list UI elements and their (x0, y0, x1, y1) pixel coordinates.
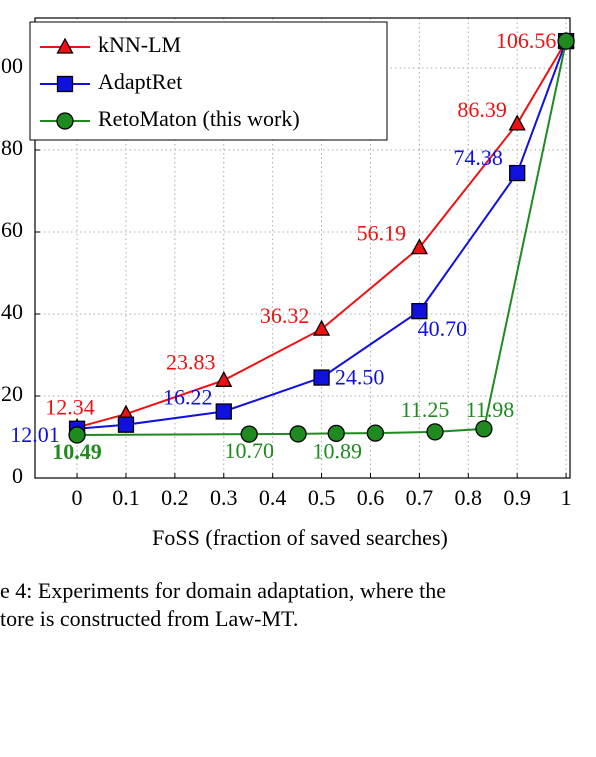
data-label: 10.70 (224, 438, 274, 463)
caption-line: tore is constructed from Law-MT. (0, 606, 299, 631)
y-tick-label: 80 (1, 135, 23, 160)
legend-marker (56, 37, 74, 54)
data-label: 56.19 (357, 221, 407, 246)
marker (68, 426, 86, 444)
x-axis-label: FoSS (fraction of saved searches) (152, 525, 448, 550)
data-label: 24.50 (335, 365, 385, 390)
marker (557, 32, 575, 50)
y-tick-label: 0 (12, 463, 23, 488)
data-label: 12.34 (45, 394, 95, 419)
marker (366, 424, 385, 442)
marker (117, 416, 135, 433)
x-tick-label: 0.5 (308, 485, 336, 510)
y-tick-label: 100 (0, 53, 23, 78)
data-label: 12.01 (10, 422, 60, 447)
legend-label: kNN-LM (98, 32, 181, 57)
x-tick-label: 0 (72, 485, 83, 510)
x-tick-label: 0.3 (210, 485, 238, 510)
x-tick-label: 0.6 (357, 485, 385, 510)
chart: FoSS (fraction of saved searches) 0 0.1 0.… (0, 17, 575, 550)
data-label: 74.38 (453, 145, 503, 170)
x-tick-label: 0.2 (161, 485, 189, 510)
marker (475, 420, 493, 438)
x-tick-label: 0.7 (406, 485, 434, 510)
legend-marker (56, 112, 74, 130)
legend: kNN-LM AdaptRet RetoMaton (this work) (29, 21, 388, 141)
data-label: 86.39 (457, 97, 507, 122)
data-label: 11.98 (466, 397, 515, 422)
data-label: 16.22 (163, 385, 213, 410)
data-label: 11.25 (401, 397, 450, 422)
y-tick-label: 60 (1, 217, 23, 242)
data-label: 36.32 (260, 303, 310, 328)
marker (410, 238, 428, 255)
marker (509, 164, 526, 182)
x-tick-label: 0.9 (503, 485, 531, 510)
marker (312, 319, 331, 336)
data-label: 23.83 (166, 349, 216, 374)
x-tick-label: 1 (561, 485, 572, 510)
marker (215, 403, 232, 420)
legend-label: RetoMaton (this work) (98, 106, 300, 131)
y-tick-label: 20 (1, 381, 23, 406)
marker (289, 425, 307, 443)
x-tick-label: 0.8 (455, 485, 483, 510)
marker (240, 425, 258, 443)
marker (426, 423, 444, 441)
caption-line: e 4: Experiments for domain adaptation, … (0, 578, 446, 603)
x-tick-label: 0.1 (112, 485, 140, 510)
x-tick-label: 0.4 (259, 485, 287, 510)
plot-frame (34, 17, 571, 479)
marker (508, 114, 526, 131)
data-label: 10.89 (312, 438, 362, 463)
data-label: 10.49 (52, 439, 102, 464)
data-label: 106.56 (496, 28, 557, 53)
marker (411, 302, 428, 320)
legend-label: AdaptRet (98, 69, 182, 94)
y-tick-label: 40 (1, 299, 23, 324)
marker (327, 424, 345, 443)
data-label: 40.70 (418, 316, 468, 341)
marker (313, 369, 330, 386)
legend-marker (56, 75, 74, 93)
marker (215, 370, 233, 387)
